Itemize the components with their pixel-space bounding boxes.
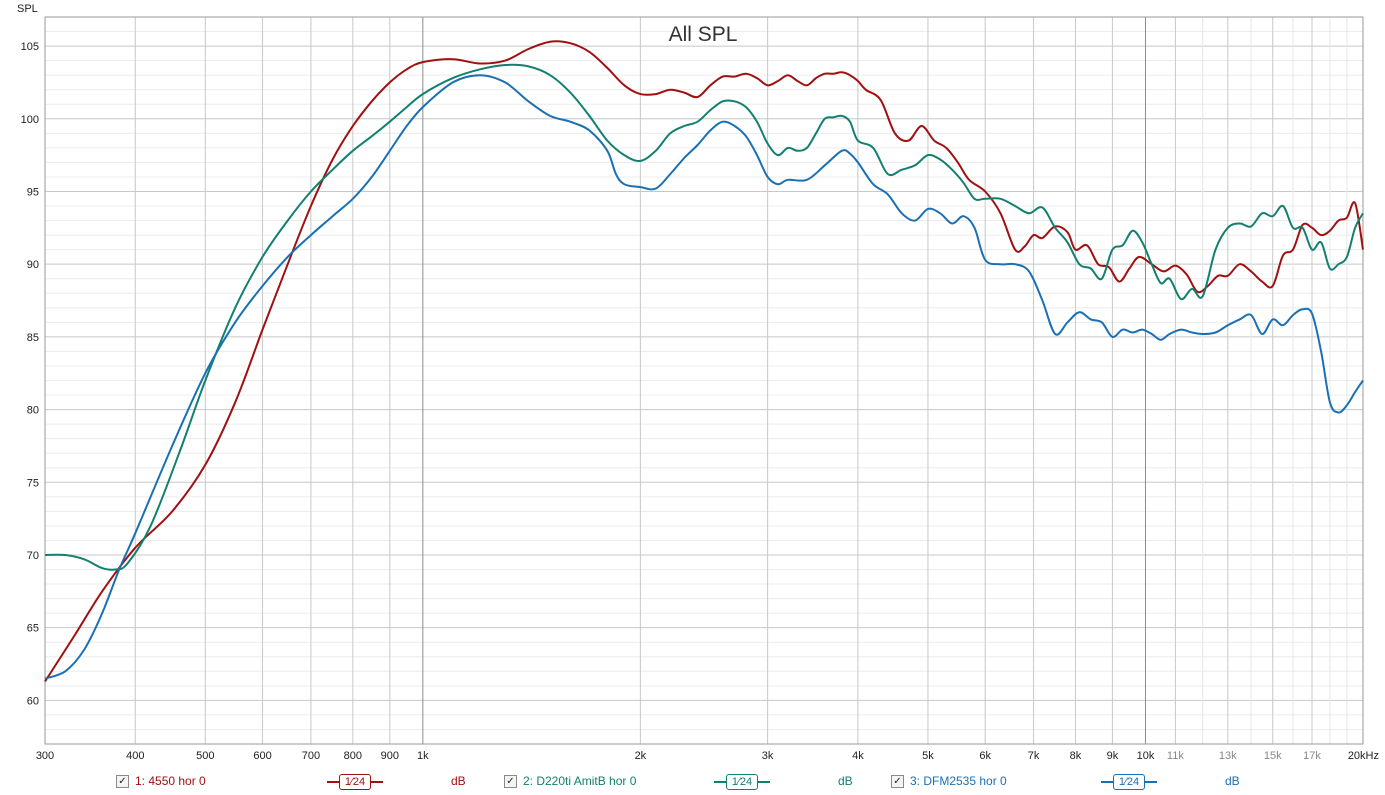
x-tick-label: 600 [253,750,271,762]
y-tick-label: 105 [21,41,39,53]
y-tick-label: 85 [27,332,39,344]
x-tick-label: 1k [417,750,429,762]
x-tick-label: 8k [1070,750,1082,762]
x-tick-label: 13k [1219,750,1237,762]
x-tick-label: 700 [302,750,320,762]
y-tick-label: 90 [27,259,39,271]
y-tick-label: 65 [27,623,39,635]
legend-checkbox-1[interactable]: ✓ [116,774,129,788]
series-line-3 [44,74,1364,680]
smoothing-control-1[interactable]: 1⁄24 [327,772,383,790]
x-tick-label: 15k [1264,750,1282,762]
y-tick-label: 100 [21,114,39,126]
x-tick-label: 500 [196,750,214,762]
x-tick-label: 4k [852,750,864,762]
series-line-1 [44,40,1364,683]
series-line-2 [44,63,1364,571]
x-tick-label: 800 [344,750,362,762]
smoothing-control-2[interactable]: 1⁄24 [714,772,770,790]
x-tick-label: 5k [922,750,934,762]
y-tick-label: 60 [27,695,39,707]
y-tick-label: 95 [27,186,39,198]
legend-unit-3: dB [1225,774,1240,788]
legend-label-3: 3: DFM2535 hor 0 [910,774,1007,788]
y-tick-label: 75 [27,477,39,489]
legend-label-1: 1: 4550 hor 0 [135,774,206,788]
chart-title: All SPL [669,23,738,46]
legend-item-2[interactable]: ✓ 2: D220ti AmitB hor 0 [504,770,636,792]
x-tick-label: 900 [381,750,399,762]
smoothing-value-3: 1⁄24 [1113,774,1145,790]
chart-series [44,40,1364,683]
x-tick-label: 11k [1167,750,1184,762]
x-tick-label: 2k [635,750,647,762]
chart-axes: 60 65 70 75 80 85 90 95 100 105 300 400 500 600 700 800… [21,41,1379,762]
x-tick-label: 6k [979,750,991,762]
x-tick-label: 300 [36,750,54,762]
smoothing-control-3[interactable]: 1⁄24 [1101,772,1157,790]
x-tick-label: 3k [762,750,774,762]
x-tick-label: 17k [1303,750,1321,762]
legend-item-3[interactable]: ✓ 3: DFM2535 hor 0 [891,770,1007,792]
x-tick-label: 400 [126,750,144,762]
legend-checkbox-3[interactable]: ✓ [891,774,904,788]
smoothing-value-1: 1⁄24 [339,774,371,790]
x-tick-label: 7k [1028,750,1040,762]
legend-checkbox-2[interactable]: ✓ [504,774,517,788]
x-tick-label: 20kHz [1348,750,1379,762]
legend-unit-2: dB [838,774,853,788]
y-axis-label: SPL [17,3,38,15]
y-tick-label: 70 [27,550,39,562]
legend-label-2: 2: D220ti AmitB hor 0 [523,774,637,788]
x-tick-label: 9k [1107,750,1119,762]
spl-chart: 60 65 70 75 80 85 90 95 100 105 300 400 500 600 700 800… [17,3,1379,762]
legend-unit-1: dB [451,774,466,788]
x-tick-label: 10k [1137,750,1155,762]
y-tick-label: 80 [27,405,39,417]
smoothing-value-2: 1⁄24 [726,774,758,790]
chart-grid [44,16,1364,745]
legend-item-1[interactable]: ✓ 1: 4550 hor 0 [116,770,206,792]
